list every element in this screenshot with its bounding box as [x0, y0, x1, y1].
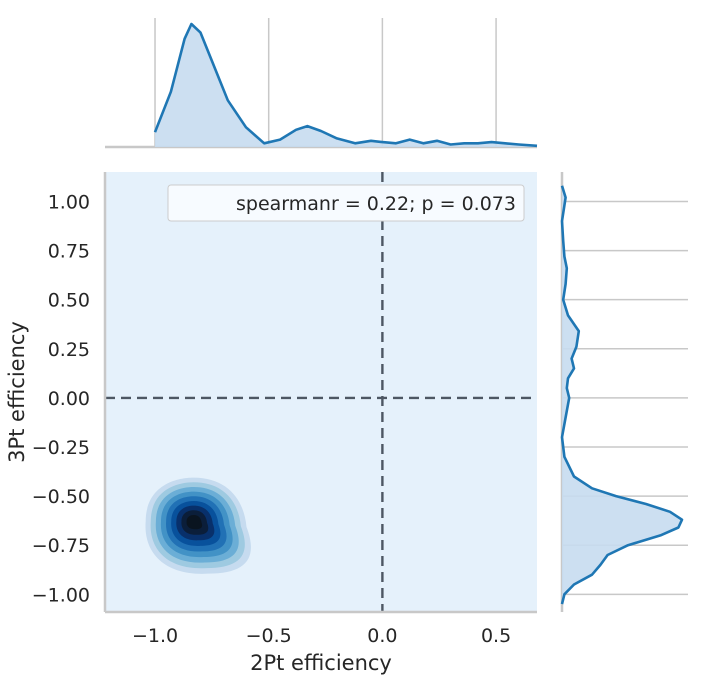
y-tick-label: −0.50	[32, 486, 90, 508]
y-tick-label: 0.00	[48, 388, 90, 410]
annotation-legend: spearmanr = 0.22; p = 0.073	[167, 184, 525, 222]
y-tick-label: −0.75	[32, 535, 90, 557]
right-marginal-fill	[562, 185, 682, 605]
x-tick-labels: −1.0 −0.5 0.0 0.5	[132, 625, 511, 647]
y-tick-label: 0.50	[48, 290, 90, 312]
y-tick-label: 0.75	[48, 241, 90, 263]
joint-kde-contours	[145, 477, 251, 574]
x-tick-label: −0.5	[246, 625, 292, 647]
top-marginal-line	[153, 22, 538, 148]
y-tick-label: 1.00	[48, 191, 90, 213]
top-marginal-fill	[155, 24, 537, 147]
x-tick-label: 0.5	[481, 625, 511, 647]
kde-contour-level	[186, 514, 203, 530]
x-tick-label: −1.0	[132, 625, 178, 647]
x-axis-label: 2Pt efficiency	[250, 651, 392, 675]
right-marginal-kde	[560, 172, 688, 612]
top-marginal-kde	[105, 18, 538, 149]
y-tick-label: 0.25	[48, 339, 90, 361]
y-tick-label: −0.25	[32, 437, 90, 459]
x-tick-label: 0.0	[367, 625, 397, 647]
y-axis-label: 3Pt efficiency	[5, 321, 29, 463]
y-tick-label: −1.00	[32, 584, 90, 606]
legend-box	[167, 184, 525, 222]
y-tick-labels: −1.00 −0.75 −0.50 −0.25 0.00 0.25 0.50 0.75 1.00	[32, 191, 90, 606]
spearman-annotation: spearmanr = 0.22; p = 0.073	[236, 193, 516, 215]
reference-lines	[105, 172, 537, 612]
right-marginal-line	[560, 185, 684, 605]
